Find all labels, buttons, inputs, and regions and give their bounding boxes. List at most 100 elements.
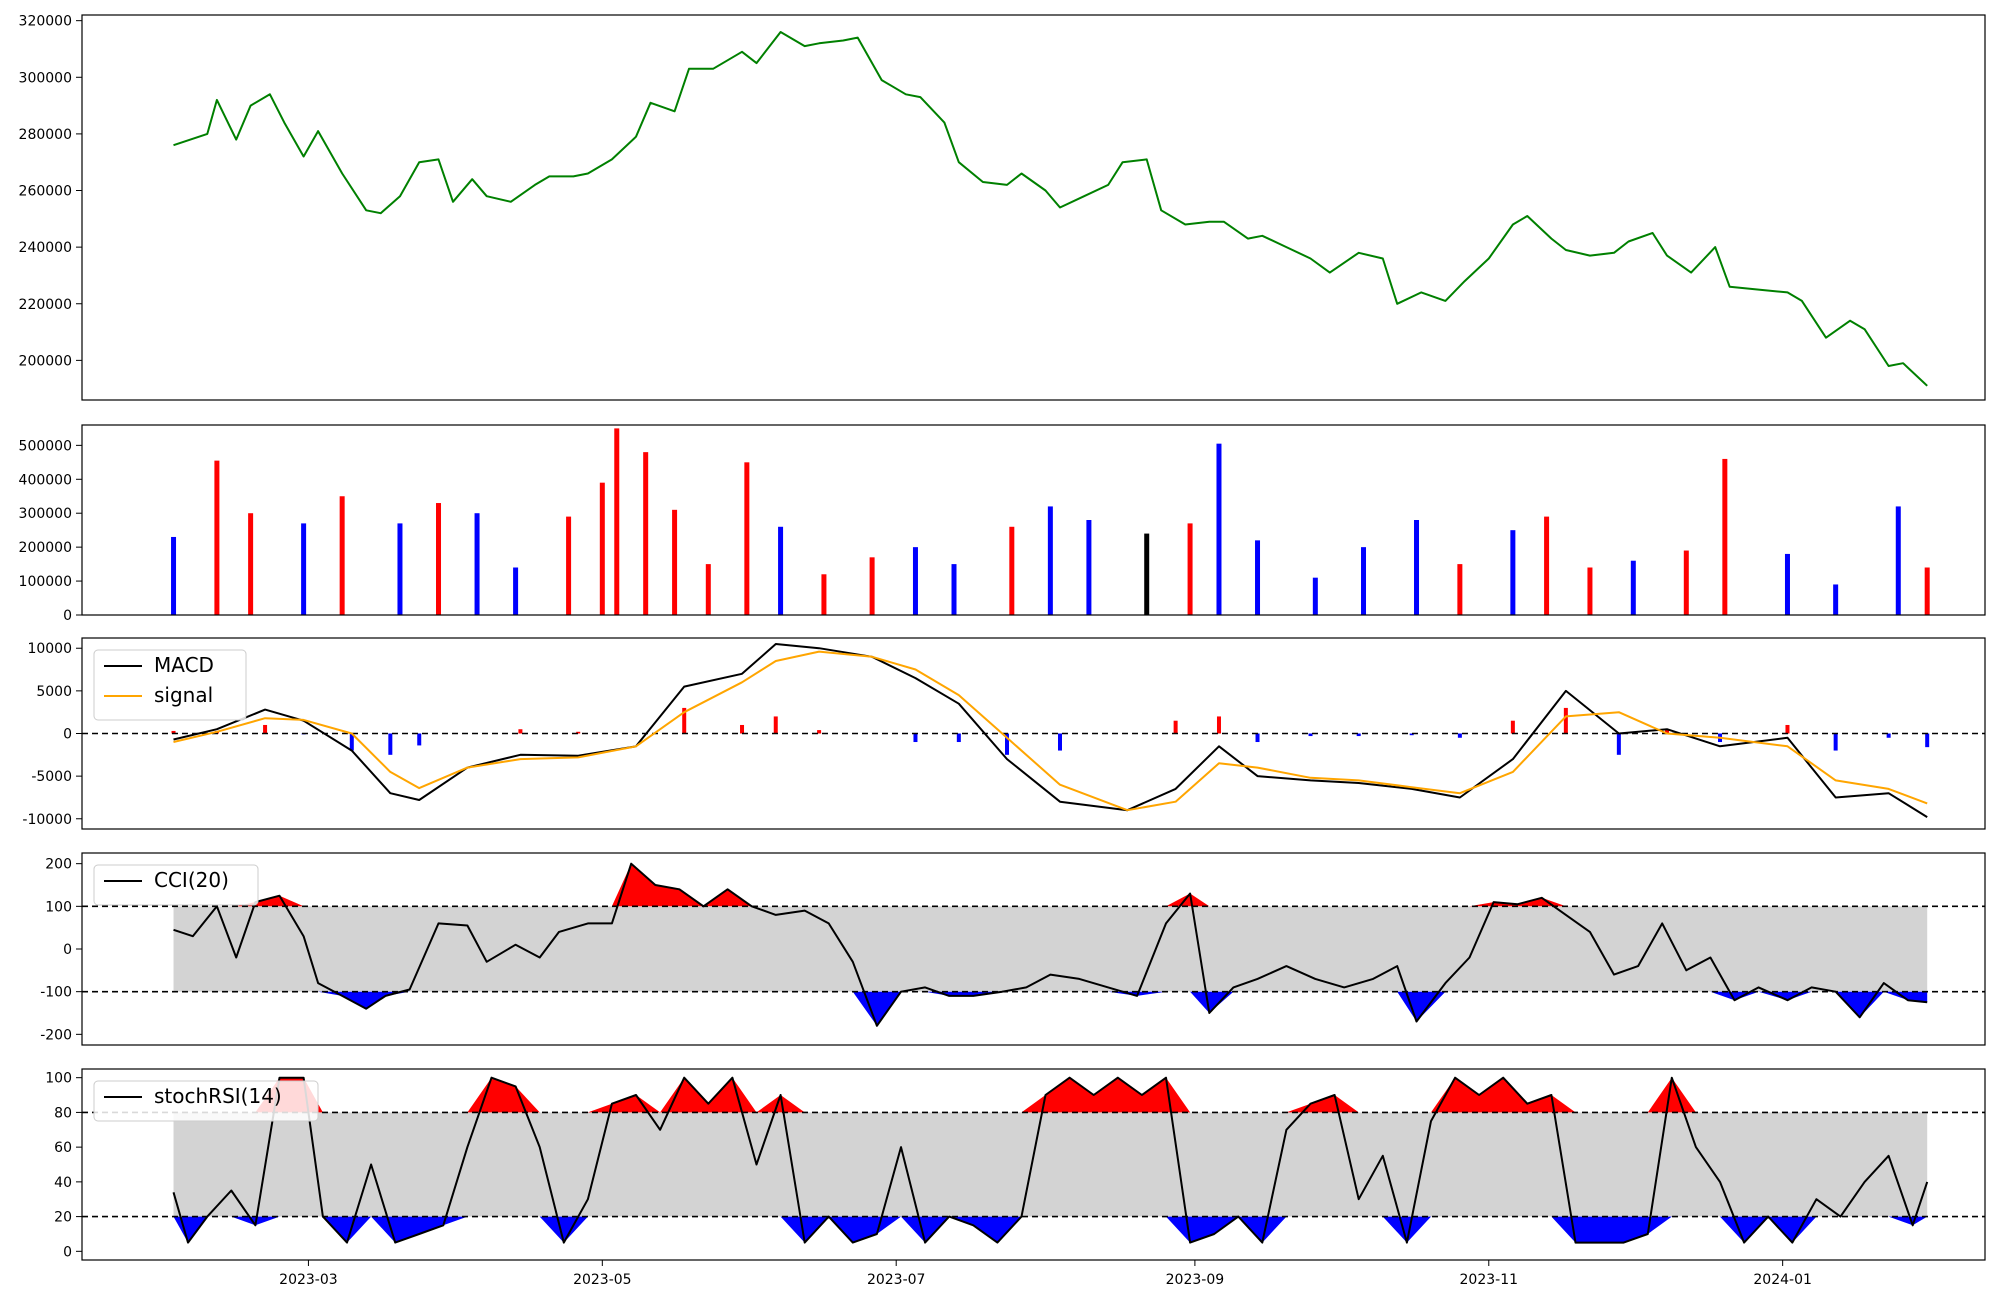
cci-ytick-label: 200	[45, 857, 72, 873]
stochrsi-overbought-fill	[173, 1077, 1928, 1113]
macd-histogram-bar	[1665, 729, 1670, 734]
macd-histogram-bar	[817, 730, 822, 734]
volume-bar	[778, 526, 784, 615]
macd-histogram-bar	[1356, 733, 1361, 737]
macd-histogram-bar	[913, 733, 918, 743]
volume-bar	[171, 536, 177, 615]
macd-histogram-bar	[1255, 733, 1260, 743]
volume-bar	[1924, 567, 1930, 615]
volume-bar	[1144, 533, 1150, 615]
price-ytick-label: 320000	[19, 14, 72, 30]
volume-bar	[705, 564, 711, 615]
price-ytick-label: 200000	[19, 353, 72, 369]
volume-bar	[1255, 540, 1261, 615]
x-tick-label: 2023-03	[279, 1272, 338, 1288]
stochrsi-band	[173, 1112, 1928, 1217]
volume-bar	[566, 516, 572, 615]
cci-ytick-label: 100	[45, 899, 72, 915]
cci-ytick-label: -100	[40, 985, 72, 1001]
volume-panel: 0 100000 200000 300000 400000 500000	[19, 424, 1986, 624]
macd-histogram-bar	[1005, 733, 1010, 755]
volume-bar	[1457, 564, 1463, 615]
stochrsi-legend-box	[93, 1080, 319, 1122]
macd-histogram-bar	[1173, 720, 1178, 734]
stochrsi-legend-label: stochRSI(14)	[154, 1084, 282, 1108]
volume-bar	[1414, 520, 1420, 615]
price-panel: 200000 220000 240000 260000 280000 300000 3200…	[19, 14, 1986, 401]
cci-legend-box	[93, 864, 259, 906]
volume-bar	[214, 460, 220, 615]
macd-histogram-bar	[773, 716, 778, 734]
macd-legend-label: signal	[154, 683, 213, 707]
price-frame	[81, 14, 1986, 401]
volume-bar	[339, 496, 345, 615]
volume-bar	[1544, 516, 1550, 615]
stochrsi-panel: 0 20 40 60 80 100 stochRSI(14)	[45, 1068, 1986, 1261]
volume-bar	[1833, 584, 1839, 615]
macd-histogram-bar	[518, 729, 523, 734]
volume-ytick-label: 500000	[19, 438, 72, 454]
volume-bar	[912, 547, 918, 615]
volume-bar	[436, 503, 442, 615]
cci-line	[173, 862, 1928, 1027]
volume-bar	[1722, 458, 1728, 615]
price-line	[173, 31, 1928, 387]
volume-bar	[1216, 443, 1222, 615]
volume-bar	[1587, 567, 1593, 615]
macd-histogram-bar	[263, 724, 268, 734]
x-tick-label: 2023-09	[1166, 1272, 1225, 1288]
volume-bar	[1895, 506, 1901, 615]
macd-histogram-bar	[171, 730, 176, 734]
volume-frame	[81, 424, 1986, 616]
cci-oversold-fill	[173, 991, 1928, 1026]
volume-bar	[1312, 577, 1318, 615]
x-axis: 2023-03 2023-05 2023-07 2023-09 2023-11 2024-…	[279, 1260, 1812, 1288]
macd-legend-box	[93, 649, 247, 721]
macd-histogram-bar	[1925, 733, 1930, 748]
volume-bar	[821, 574, 827, 615]
cci-overbought-fill	[173, 863, 1928, 907]
macd-line	[173, 643, 1928, 818]
cci-ytick-label: 0	[63, 942, 72, 958]
volume-bar	[614, 428, 620, 615]
volume-ytick-label: 0	[63, 608, 72, 624]
macd-histogram-bar	[1563, 707, 1568, 734]
volume-bar	[869, 557, 875, 615]
macd-ytick-label: -5000	[31, 769, 72, 785]
price-ytick-label: 220000	[19, 297, 72, 313]
volume-ytick-label: 100000	[19, 574, 72, 590]
volume-bar	[672, 509, 678, 615]
macd-histogram-bar	[1457, 733, 1462, 738]
macd-histogram-bar	[1409, 733, 1414, 736]
volume-bar	[513, 567, 519, 615]
stochrsi-oversold-fill	[173, 1216, 1928, 1243]
macd-histogram-bar	[1308, 733, 1313, 737]
macd-legend-label: MACD	[154, 653, 214, 677]
volume-bar	[1361, 547, 1367, 615]
macd-histogram-bar	[1886, 733, 1891, 738]
stochrsi-ytick-label: 20	[54, 1210, 72, 1226]
price-ytick-label: 260000	[19, 184, 72, 200]
x-tick-label: 2023-11	[1460, 1272, 1519, 1288]
stochrsi-ytick-label: 40	[54, 1175, 72, 1191]
macd-histogram-bar	[1057, 733, 1062, 751]
macd-histogram-bar	[349, 733, 354, 751]
volume-bar	[599, 482, 605, 615]
cci-ytick-label: -200	[40, 1027, 72, 1043]
macd-histogram-bar	[682, 707, 687, 734]
volume-bar	[1510, 530, 1516, 615]
macd-ytick-label: 10000	[27, 641, 72, 657]
macd-histogram-bar	[1216, 716, 1221, 734]
volume-bar	[1683, 550, 1689, 615]
macd-histogram-bar	[1616, 733, 1621, 755]
volume-bar	[951, 564, 957, 615]
signal-line	[173, 650, 1928, 812]
macd-ytick-label: 0	[63, 727, 72, 743]
price-ytick-label: 300000	[19, 70, 72, 86]
macd-ytick-label: 5000	[36, 684, 72, 700]
stochrsi-ytick-label: 100	[45, 1071, 72, 1087]
volume-bar	[248, 513, 254, 615]
volume-bar	[1086, 520, 1092, 615]
cci-panel: -200 -100 0 100 200 CCI(20)	[40, 852, 1986, 1046]
